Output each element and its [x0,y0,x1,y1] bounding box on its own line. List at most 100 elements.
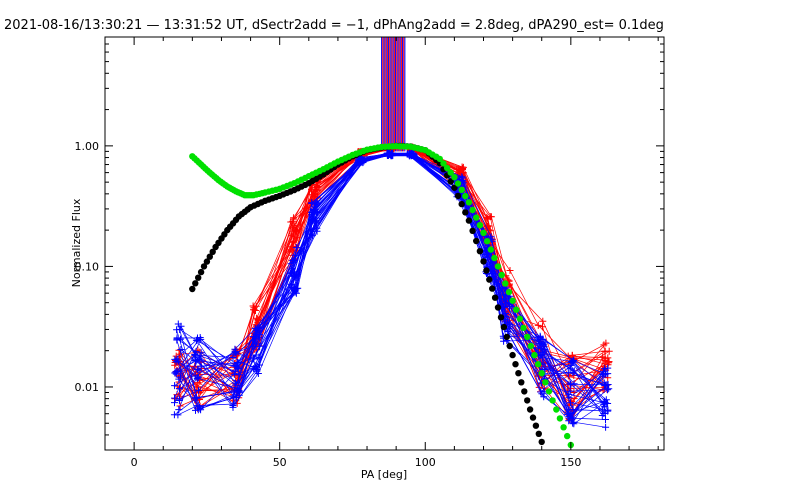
data-layer [170,37,613,449]
black-model-point [518,379,525,386]
black-model-point [192,280,199,287]
green-model-point [483,238,491,245]
blue-point [598,405,606,413]
black-model-point [458,200,465,208]
blue-point [191,394,199,402]
blue-point [566,387,574,395]
black-model-point [524,397,531,404]
blue-point [566,412,574,420]
black-model-point [197,268,205,276]
black-model-point [486,276,493,283]
blue-point [385,151,392,159]
blue-point [251,324,259,332]
blue-point [197,335,205,343]
green-model-point [542,379,549,386]
blue-point [605,385,613,393]
blue-point [389,149,397,157]
blue-point [229,354,237,361]
blue-point [250,365,258,373]
black-model-point [465,217,473,224]
y-tick-label: 0.10 [75,260,100,273]
x-tick-label: 100 [415,456,436,469]
blue-point [534,344,542,352]
blue-point [570,418,578,426]
blue-point [602,423,610,431]
green-model-point [451,174,458,181]
red-point [534,321,542,329]
green-model-point [524,333,531,341]
red-point [600,341,608,349]
blue-point [231,367,239,375]
green-model-point [509,297,516,304]
x-axis-label: PA [deg] [361,468,407,481]
green-model-point [494,263,502,270]
blue-point [570,367,578,375]
black-model-point [538,438,545,446]
blue-point [172,358,180,366]
blue-point [254,370,262,377]
blue-point [193,374,201,382]
blue-point [249,355,257,363]
black-model-point [480,258,487,265]
blue-point [354,158,362,166]
blue-point [604,400,612,407]
red-point [605,358,612,366]
green-model-point [469,206,476,214]
blue-point [231,345,239,353]
blue-point [235,387,243,395]
blue-point [309,216,317,224]
blue-point [196,403,203,411]
green-model-point [516,315,524,322]
blue-point [177,373,184,381]
green-model-point [527,342,534,350]
black-model-point [512,361,519,368]
red-point [293,227,300,235]
red-point [568,351,576,359]
blue-point [230,400,237,408]
green-model-point [491,254,498,262]
blue-point [229,402,237,409]
green-model-point [520,324,527,332]
blue-point [197,362,205,370]
blue-point [569,419,577,427]
x-tick-label: 150 [560,456,581,469]
blue-point [310,210,318,218]
green-model-point [447,169,454,176]
black-model-point [532,422,540,429]
red-point [289,243,297,250]
blue-point [175,397,183,404]
blue-point [604,381,612,388]
black-model-point [515,370,522,377]
black-model-point [195,274,202,281]
blue-point [291,286,299,294]
black-model-point [506,342,513,350]
blue-point [253,366,261,374]
green-model-point [498,271,505,279]
blue-point [310,207,317,214]
red-point [289,237,297,245]
red-point [287,218,295,226]
black-model-point [491,294,499,301]
green-model-point [564,432,571,440]
plot-frame [104,36,665,451]
red-point [568,398,576,406]
red-point [506,267,514,274]
red-point [601,347,609,355]
blue-point [536,333,544,341]
green-model-point [513,306,520,313]
red-point [599,353,607,361]
blue-point [195,355,203,363]
blue-point [194,374,202,382]
blue-point [291,256,299,264]
green-model-point [549,397,556,404]
red-point [458,163,466,171]
black-model-point [447,178,454,185]
blue-point [600,410,608,417]
blue-point [177,346,185,353]
green-model-point [465,199,473,206]
black-model-point [509,351,516,359]
black-model-point [206,253,213,260]
blue-point [233,394,241,401]
black-model-point [189,285,196,293]
